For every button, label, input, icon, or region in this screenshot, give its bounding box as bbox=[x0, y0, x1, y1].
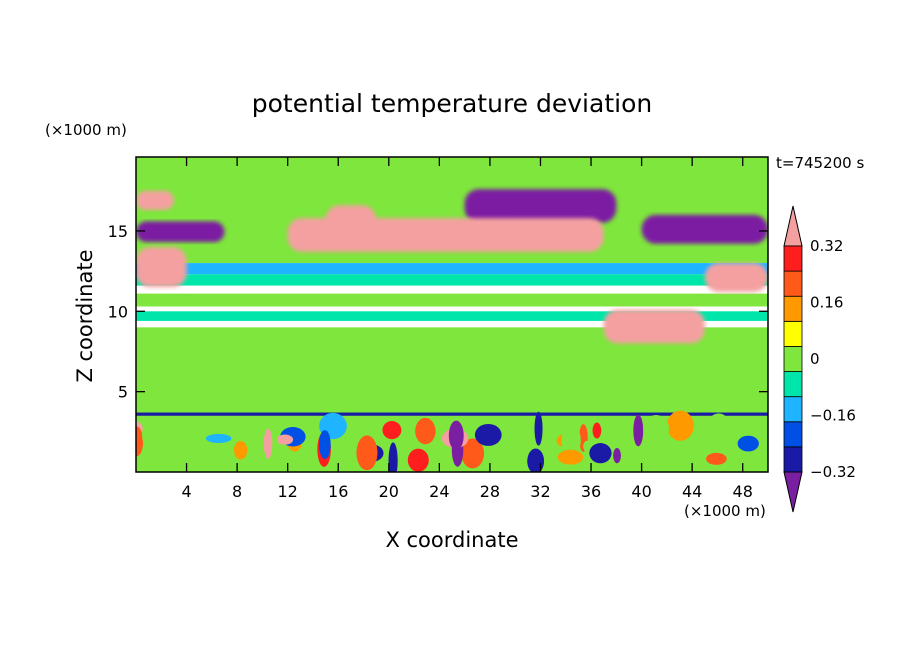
turbulent-cell bbox=[136, 426, 144, 457]
x-tick-label: 48 bbox=[733, 482, 753, 501]
colorbar-box bbox=[783, 346, 803, 372]
turbulent-cell bbox=[592, 422, 602, 439]
field-region bbox=[325, 205, 377, 239]
field-region bbox=[136, 247, 187, 288]
field-region bbox=[136, 221, 225, 243]
field-region bbox=[464, 189, 617, 223]
turbulent-cell bbox=[474, 423, 502, 446]
turbulent-cell bbox=[583, 440, 592, 452]
y-axis-ticks: 5 10 15 bbox=[108, 222, 768, 402]
x-axis-ticks: 4 8 12 16 20 24 28 32 36 40 44 48 bbox=[181, 157, 753, 501]
x-tick-label: 28 bbox=[480, 482, 500, 501]
colorbar-box bbox=[783, 320, 803, 347]
x-tick-label: 44 bbox=[682, 482, 702, 501]
turbulent-cell bbox=[448, 420, 464, 451]
x-tick-label: 12 bbox=[278, 482, 298, 501]
colorbar-box bbox=[783, 371, 803, 398]
colorbar: 0.32 0.16 0 −0.16 −0.32 bbox=[783, 205, 856, 513]
x-tick-label: 32 bbox=[530, 482, 550, 501]
colorbar-label: −0.32 bbox=[810, 463, 856, 481]
colorbar-box bbox=[783, 245, 803, 272]
turbulent-cell bbox=[407, 448, 429, 472]
turbulent-cell bbox=[527, 448, 545, 472]
turbulent-cell bbox=[737, 435, 759, 452]
turbulent-cell bbox=[319, 430, 331, 460]
plot-frame bbox=[135, 156, 769, 473]
turbulent-cell bbox=[205, 433, 232, 443]
y-unit-label: (×1000 m) bbox=[45, 121, 127, 139]
chart-title: potential temperature deviation bbox=[252, 89, 652, 118]
colorbar-lower-arrow bbox=[783, 471, 803, 513]
turbulent-cell bbox=[356, 435, 378, 471]
x-tick-label: 24 bbox=[429, 482, 449, 501]
turbulent-cell bbox=[336, 437, 357, 453]
colorbar-box bbox=[783, 446, 803, 473]
turbulent-cell bbox=[276, 434, 294, 445]
x-tick-label: 4 bbox=[181, 482, 191, 501]
turbulent-cell bbox=[643, 415, 670, 443]
x-axis-label: X coordinate bbox=[385, 528, 518, 552]
y-tick-label: 5 bbox=[118, 383, 128, 402]
turbulent-cell bbox=[263, 428, 273, 459]
turbulent-cell bbox=[233, 440, 248, 460]
turbulent-cell bbox=[415, 417, 436, 445]
field-region bbox=[136, 311, 768, 321]
x-tick-label: 40 bbox=[631, 482, 651, 501]
y-axis-label: Z coordinate bbox=[73, 249, 97, 382]
field-region bbox=[603, 309, 705, 344]
field-region bbox=[136, 274, 768, 286]
field-region bbox=[704, 263, 768, 292]
x-unit-label: (×1000 m) bbox=[684, 502, 766, 520]
turbulent-cell bbox=[633, 414, 644, 447]
turbulent-cell bbox=[666, 410, 694, 441]
x-tick-label: 20 bbox=[379, 482, 399, 501]
colorbar-label: 0 bbox=[810, 350, 820, 368]
turbulent-cell bbox=[705, 413, 732, 448]
plot-area bbox=[136, 157, 768, 472]
turbulent-cell bbox=[589, 443, 612, 464]
colorbar-box bbox=[783, 295, 803, 322]
turbulent-cell bbox=[613, 448, 621, 464]
turbulent-cell bbox=[557, 449, 584, 465]
field-region bbox=[136, 293, 768, 307]
colorbar-label: 0.32 bbox=[810, 237, 843, 255]
colorbar-label: 0.16 bbox=[810, 294, 843, 312]
turbulent-cell bbox=[706, 452, 727, 465]
turbulent-cell bbox=[561, 423, 581, 458]
turbulent-cell bbox=[534, 411, 543, 446]
turbulent-cell bbox=[388, 442, 398, 472]
y-tick-label: 15 bbox=[108, 222, 128, 241]
y-tick-label: 10 bbox=[108, 302, 128, 321]
turbulent-cell bbox=[692, 458, 710, 467]
colorbar-box bbox=[783, 270, 803, 297]
time-label: t=745200 s bbox=[776, 154, 864, 172]
colorbar-label: −0.16 bbox=[810, 407, 856, 425]
x-tick-label: 16 bbox=[328, 482, 348, 501]
field-region bbox=[641, 214, 768, 244]
field-region bbox=[136, 190, 174, 211]
field-region bbox=[136, 263, 768, 275]
turbulent-cell bbox=[461, 438, 485, 469]
turbulent-cell bbox=[382, 421, 402, 440]
colorbar-box bbox=[783, 396, 803, 423]
x-tick-label: 8 bbox=[232, 482, 242, 501]
colorbar-upper-arrow bbox=[783, 205, 803, 247]
turbulent-cell bbox=[142, 420, 162, 450]
colorbar-box bbox=[783, 421, 803, 448]
x-tick-label: 36 bbox=[581, 482, 601, 501]
